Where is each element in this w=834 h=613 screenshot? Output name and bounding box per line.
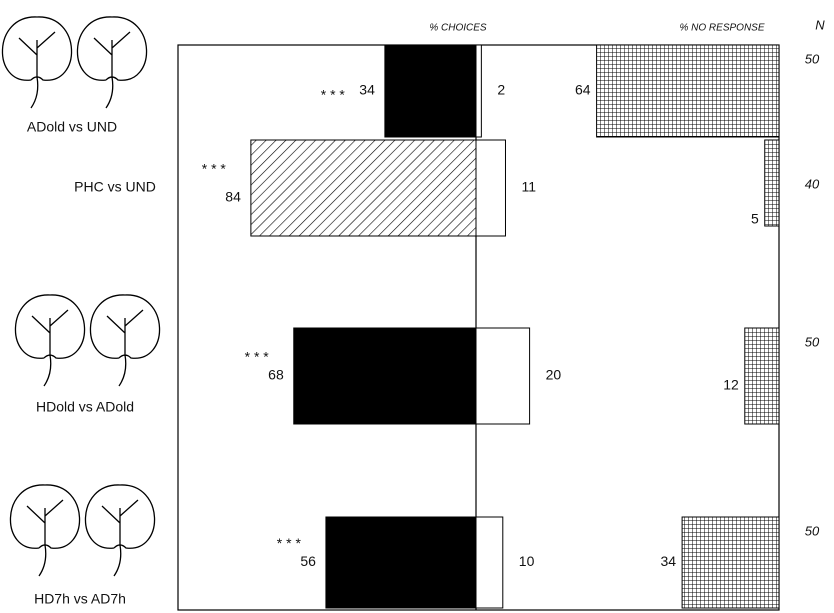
value-label: 64 — [575, 82, 591, 98]
bar — [476, 517, 503, 608]
category-label: HDold vs ADold — [36, 399, 134, 415]
value-label: 68 — [268, 367, 284, 383]
significance: * * * — [245, 349, 270, 365]
bar — [765, 140, 779, 226]
n-header: N — [815, 17, 825, 32]
page: {"chart_data": {"type": "bar", "choices_… — [0, 0, 834, 613]
n-label: 50 — [805, 51, 820, 66]
value-label: 56 — [300, 553, 316, 569]
bar — [294, 328, 476, 424]
leaf-icon — [10, 485, 79, 576]
n-label: 50 — [805, 334, 820, 349]
bar — [476, 45, 481, 137]
bar — [597, 45, 779, 137]
n-label: 50 — [805, 523, 820, 538]
bar — [682, 517, 779, 608]
n-label: 40 — [805, 176, 820, 191]
category-label: PHC vs UND — [74, 179, 156, 195]
significance: * * * — [202, 161, 227, 177]
bar — [745, 328, 779, 424]
category-label: ADold vs UND — [27, 119, 117, 135]
bar — [326, 517, 476, 608]
value-label: 34 — [359, 82, 375, 98]
value-label: 5 — [751, 211, 759, 227]
leaf-icon — [85, 485, 154, 576]
bar — [476, 140, 505, 236]
bar — [385, 45, 476, 137]
leaf-icon — [15, 295, 84, 386]
choices-header: % CHOICES — [429, 23, 487, 34]
significance: * * * — [321, 87, 346, 103]
leaf-icon — [77, 17, 146, 108]
bar — [476, 328, 530, 424]
bar — [251, 140, 476, 236]
significance: * * * — [277, 535, 302, 551]
chart: % CHOICES % NO RESPONSE N ADold vs UND 34… — [0, 0, 834, 613]
leaf-icon — [2, 17, 71, 108]
value-label: 12 — [723, 377, 739, 393]
leaf-icon — [90, 295, 159, 386]
category-label: HD7h vs AD7h — [34, 591, 126, 607]
value-label: 34 — [661, 553, 677, 569]
value-label: 84 — [225, 189, 241, 205]
value-label: 11 — [521, 179, 536, 195]
value-label: 10 — [519, 553, 535, 569]
value-label: 2 — [497, 82, 505, 98]
no-response-header: % NO RESPONSE — [679, 23, 764, 34]
value-label: 20 — [546, 367, 562, 383]
